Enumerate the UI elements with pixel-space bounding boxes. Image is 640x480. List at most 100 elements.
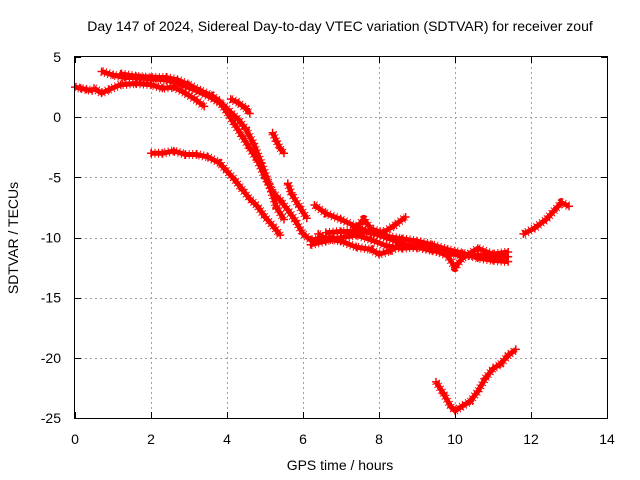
data-point-marker: [504, 247, 513, 256]
data-point-marker: [261, 173, 269, 182]
data-point-marker: [302, 214, 311, 223]
data-point-marker: [261, 213, 269, 222]
data-point-marker: [432, 377, 440, 386]
data-point-marker: [147, 73, 155, 82]
data-series-arc-14: [519, 198, 573, 238]
series-trace: [312, 202, 418, 251]
data-point-marker: [337, 237, 345, 246]
data-point-marker: [375, 250, 383, 259]
data-point-marker: [192, 150, 201, 159]
data-point-marker: [489, 250, 497, 259]
data-point-marker: [504, 351, 513, 360]
data-point-marker: [234, 115, 243, 124]
data-point-marker: [473, 387, 482, 396]
data-point-marker: [466, 397, 475, 406]
x-tick-label: 14: [599, 431, 615, 447]
data-point-marker: [230, 175, 239, 184]
data-point-marker: [276, 231, 285, 240]
data-point-marker: [276, 144, 285, 153]
data-point-marker: [276, 196, 285, 205]
data-point-marker: [352, 223, 361, 232]
data-point-marker: [280, 215, 288, 224]
data-point-marker: [504, 257, 513, 266]
data-point-marker: [76, 84, 85, 93]
data-point-marker: [253, 156, 262, 165]
data-point-marker: [565, 202, 573, 211]
x-tick-label: 0: [71, 431, 79, 447]
data-point-marker: [223, 167, 231, 176]
y-tick-label: -10: [41, 230, 61, 246]
data-series-arc-6: [268, 128, 288, 158]
data-point-marker: [181, 150, 190, 159]
data-point-marker: [378, 228, 387, 237]
data-point-marker: [397, 239, 406, 248]
data-point-marker: [310, 201, 319, 210]
data-point-marker: [359, 215, 368, 224]
data-point-marker: [192, 96, 201, 105]
data-point-marker: [158, 84, 167, 93]
data-point-marker: [90, 84, 98, 93]
data-point-marker: [169, 146, 178, 155]
y-tick-label: 5: [53, 49, 61, 65]
data-point-marker: [207, 91, 216, 100]
data-point-marker: [549, 207, 558, 216]
data-point-marker: [272, 203, 281, 212]
data-point-marker: [287, 190, 296, 199]
data-point-marker: [291, 216, 300, 225]
data-point-marker: [245, 144, 254, 153]
plot-frame: [74, 56, 608, 419]
data-point-marker: [268, 221, 277, 230]
data-point-marker: [295, 202, 304, 211]
data-series-arc-7: [147, 146, 285, 240]
data-point-marker: [321, 234, 330, 243]
y-tick-label: -5: [49, 169, 62, 185]
data-point-marker: [352, 243, 361, 252]
data-point-marker: [238, 185, 247, 194]
data-point-marker: [230, 120, 239, 129]
data-point-marker: [238, 132, 247, 141]
x-axis-label: GPS time / hours: [287, 457, 394, 473]
data-point-marker: [451, 263, 459, 272]
data-point-marker: [234, 98, 243, 107]
data-point-marker: [439, 389, 448, 398]
data-point-marker: [280, 149, 288, 158]
data-series-arc-3: [97, 67, 288, 224]
data-point-marker: [458, 401, 467, 410]
x-tick-label: 2: [147, 431, 155, 447]
data-point-marker: [272, 137, 281, 146]
data-series-arc-15: [432, 345, 520, 416]
data-point-marker: [162, 73, 171, 82]
data-point-marker: [245, 194, 254, 203]
data-point-marker: [268, 128, 277, 137]
y-axis-label: SDTVAR / TECUs: [5, 182, 21, 294]
data-point-marker: [473, 244, 482, 253]
data-point-marker: [242, 104, 250, 113]
x-tick-label: 8: [375, 431, 383, 447]
data-series-arc-8: [283, 179, 311, 223]
series-trace: [433, 347, 518, 414]
data-point-marker: [496, 359, 505, 368]
series-trace: [270, 131, 286, 155]
series-trace: [285, 182, 309, 220]
data-point-marker: [215, 97, 224, 106]
data-point-marker: [447, 403, 456, 412]
data-point-marker: [413, 244, 421, 253]
data-point-marker: [382, 233, 391, 242]
y-tick-label: -25: [41, 410, 61, 426]
data-point-marker: [173, 75, 182, 84]
data-point-marker: [367, 235, 376, 244]
data-point-marker: [367, 225, 376, 234]
series-marker-fringe: [228, 95, 254, 117]
data-point-marker: [428, 245, 437, 254]
data-series-arc-13: [344, 213, 410, 240]
data-point-marker: [82, 85, 91, 94]
data-point-marker: [530, 223, 539, 232]
y-tick-label: 0: [53, 109, 61, 125]
data-point-marker: [306, 240, 315, 249]
data-point-marker: [97, 89, 106, 98]
data-point-marker: [196, 86, 205, 95]
data-point-marker: [542, 215, 551, 224]
data-point-marker: [253, 202, 262, 211]
data-point-marker: [283, 179, 292, 188]
